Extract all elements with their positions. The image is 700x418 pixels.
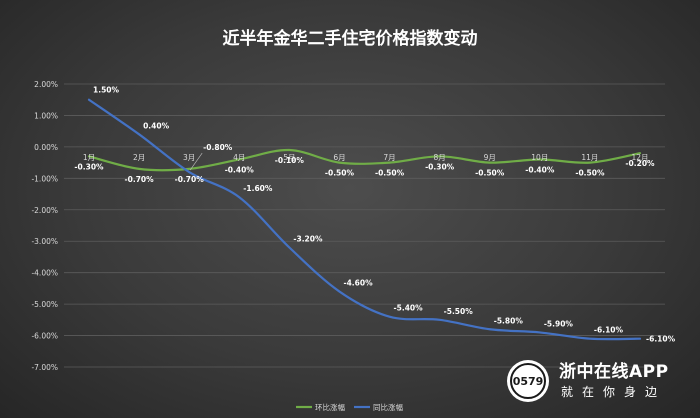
data-labels: -0.30% -0.70% -0.70% -0.40% -0.10% -0.50% -0.5… [74, 86, 675, 344]
data-label-yoy: -5.90% [544, 319, 574, 328]
data-label-yoy: -5.80% [494, 316, 524, 325]
x-category-label: 9月 [484, 153, 496, 162]
data-label-yoy: -5.50% [444, 307, 474, 316]
data-label-mom: -0.20% [625, 159, 655, 168]
x-category-label: 12月 [631, 153, 648, 162]
x-category-label: 6月 [333, 153, 345, 162]
data-label-mom: -0.70% [125, 175, 155, 184]
watermark: 0579 浙中在线APP 就在你身边 [505, 355, 695, 407]
legend-label-mom: 环比涨幅 [315, 402, 345, 412]
x-category-label: 5月 [283, 153, 295, 162]
data-label-mom: -0.70% [175, 175, 205, 184]
chart-title: 近半年金华二手住宅价格指数变动 [223, 28, 478, 49]
data-label-yoy: -1.60% [243, 184, 273, 193]
app-name: 浙中在线APP [559, 362, 669, 382]
x-category-label: 4月 [233, 153, 245, 162]
x-category-label: 11月 [581, 153, 598, 162]
x-category-label: 3月 [183, 153, 195, 162]
data-label-yoy: -0.80% [203, 143, 233, 152]
data-label-mom: -0.40% [225, 165, 255, 174]
y-tick-label: -2.00% [31, 206, 58, 215]
y-tick-label: -6.00% [31, 332, 58, 341]
legend: 环比涨幅 同比涨幅 [296, 402, 403, 412]
data-label-yoy: -3.20% [293, 235, 323, 244]
series-line-yoy [87, 98, 642, 341]
data-label-yoy: -5.40% [394, 304, 424, 313]
y-tick-label: 1.00% [34, 111, 58, 120]
y-tick-label: 0.00% [34, 143, 58, 152]
y-tick-label: -3.00% [31, 237, 58, 246]
y-tick-label: -7.00% [31, 363, 58, 372]
legend-label-yoy: 同比涨幅 [373, 402, 403, 412]
x-category-label: 2月 [133, 153, 145, 162]
x-category-label: 10月 [531, 153, 548, 162]
data-label-yoy: -6.10% [594, 326, 624, 335]
data-label-mom: -0.50% [575, 169, 605, 178]
y-tick-label: 2.00% [34, 80, 58, 89]
y-tick-label: -4.00% [31, 269, 58, 278]
data-label-mom: -0.40% [525, 165, 555, 174]
app-logo-icon: 0579 [507, 360, 549, 402]
x-category-label: 8月 [433, 153, 445, 162]
leader-line [189, 152, 203, 171]
data-label-yoy: 0.40% [143, 121, 170, 130]
data-label-yoy: -4.60% [343, 279, 373, 288]
app-logo-text: 0579 [513, 375, 544, 388]
data-label-mom: -0.10% [275, 156, 305, 165]
data-label-mom: -0.50% [375, 169, 405, 178]
data-label-yoy: -6.10% [646, 335, 676, 344]
y-tick-label: -1.00% [31, 174, 58, 183]
data-label-mom: -0.50% [325, 169, 355, 178]
x-axis-categories: 1月 2月 3月 4月 5月 6月 7月 8月 9月 10月 11月 12月 [83, 153, 649, 162]
y-axis-ticks: 2.00% 1.00% 0.00% -1.00% -2.00% -3.00% -4.00% -… [31, 80, 58, 372]
data-label-mom: -0.50% [475, 169, 505, 178]
gridlines [64, 83, 665, 368]
x-category-label: 7月 [383, 153, 395, 162]
data-label-mom: -0.30% [425, 162, 455, 171]
y-tick-label: -5.00% [31, 300, 58, 309]
app-slogan: 就在你身边 [561, 385, 667, 399]
series-lines [87, 98, 642, 341]
data-label-mom: -0.30% [74, 162, 104, 171]
x-category-label: 1月 [83, 153, 95, 162]
data-label-yoy: 1.50% [93, 86, 120, 95]
